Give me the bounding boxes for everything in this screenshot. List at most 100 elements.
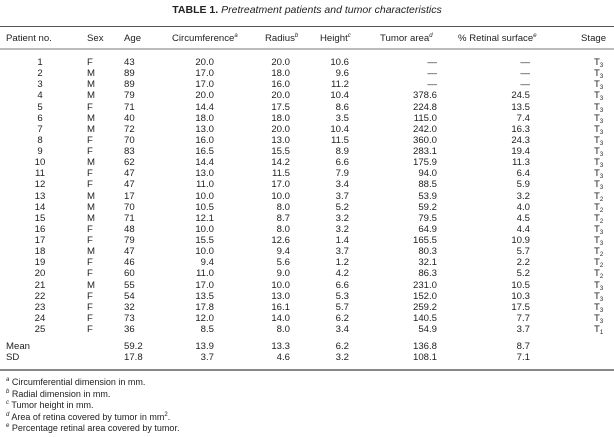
- stage-letter: T: [594, 279, 600, 291]
- footnote-marker: c: [347, 33, 351, 39]
- table-row-radius: 10.0: [271, 190, 290, 202]
- table-row-age: 48: [124, 223, 135, 235]
- table-row-sex: F: [87, 301, 93, 313]
- table-row-circumference: 10.0: [195, 190, 214, 202]
- table-row-radius: 18.0: [271, 112, 290, 124]
- table-row-sex: M: [87, 68, 95, 80]
- table-row-retinal-surface: 13.5: [511, 101, 530, 113]
- footnote-marker: a: [234, 33, 238, 39]
- table-row-patient-no: 24: [34, 312, 46, 324]
- footnote-marker: c: [6, 400, 9, 406]
- table-row-radius: 11.5: [272, 168, 290, 180]
- table-row-tumor-area: 140.5: [412, 312, 437, 324]
- table-row-patient-no: 11: [35, 168, 45, 180]
- table-row-circumference: 11.0: [196, 179, 214, 191]
- table-row-stage: T3: [594, 224, 603, 236]
- footnote-text: Circumferential dimension in mm.: [9, 377, 146, 387]
- table-row-age: 89: [124, 79, 135, 91]
- stage-letter: T: [594, 112, 600, 124]
- table-row-retinal-surface: 19.4: [511, 146, 530, 158]
- table-row-sex: F: [87, 101, 93, 113]
- table-row-stage: T3: [594, 291, 603, 303]
- table-row-tumor-area: —: [427, 68, 437, 80]
- table-row-circumference: 17.0: [195, 68, 214, 80]
- footnote-marker: b: [6, 388, 10, 395]
- footnote: d Area of retina covered by tumor in mm2…: [6, 412, 170, 423]
- footnote: b Radial dimension in mm.: [6, 389, 110, 400]
- header-label: Stage: [581, 33, 607, 44]
- table-row-stage: T2: [594, 246, 603, 258]
- table-row-sex: F: [87, 235, 93, 247]
- table-row-circumference: 14.4: [195, 157, 214, 169]
- table-row-age: 40: [124, 112, 135, 124]
- table-row-circumference: 12.1: [195, 212, 214, 224]
- summary-row-radius: 13.3: [271, 341, 290, 352]
- stage-letter: T: [594, 201, 600, 213]
- table-row-height: 3.4: [335, 324, 349, 336]
- summary-row-retinal-surface: 7.1: [516, 352, 530, 364]
- stage-number: 3: [599, 107, 604, 114]
- stage-number: 3: [599, 241, 604, 248]
- table-row-circumference: 13.0: [195, 168, 214, 180]
- table-row-age: 32: [124, 301, 135, 313]
- table-row-patient-no: 12: [34, 179, 46, 191]
- table-row-radius: 18.0: [271, 68, 290, 80]
- top-rule: [0, 26, 614, 27]
- table-row-tumor-area: 224.8: [412, 101, 437, 113]
- table-row-height: 3.7: [335, 246, 349, 258]
- table-row-stage: T3: [594, 79, 603, 91]
- table-row-retinal-surface: 5.9: [516, 179, 530, 191]
- stage-number: 3: [599, 163, 604, 170]
- summary-row-age: 17.8: [124, 352, 143, 364]
- header-label: Circumference: [172, 33, 235, 44]
- stage-letter: T: [594, 79, 600, 91]
- summary-row-tumor-area: 108.1: [412, 352, 437, 364]
- footnote-text: Tumor height in mm.: [9, 400, 94, 410]
- table-row-tumor-area: 283.1: [412, 146, 437, 158]
- table-row-radius: 8.0: [276, 223, 290, 235]
- summary-row-radius: 4.6: [276, 352, 290, 364]
- stage-number: 3: [599, 307, 604, 314]
- table-row-radius: 9.4: [276, 246, 290, 258]
- table-row-stage: T3: [594, 102, 603, 114]
- table-row-tumor-area: 80.3: [418, 246, 437, 258]
- column-header-radius: Radiusb: [265, 33, 298, 44]
- stage-number: 2: [599, 207, 604, 214]
- table-row-stage: T2: [594, 268, 603, 280]
- table-row-age: 47: [124, 179, 135, 191]
- table-row-age: 83: [124, 146, 135, 158]
- table-row-age: 43: [124, 57, 135, 68]
- table-row-circumference: 8.5: [200, 324, 214, 336]
- stage-number: 3: [599, 140, 604, 147]
- table-row-radius: 5.6: [276, 257, 290, 269]
- table-row-patient-no: 25: [34, 324, 46, 336]
- table-row-stage: T2: [594, 191, 603, 203]
- stage-letter: T: [594, 157, 600, 169]
- table-label: TABLE 1.: [172, 4, 219, 16]
- summary-row-retinal-surface: 8.7: [516, 341, 530, 352]
- table-row-retinal-surface: 10.3: [511, 290, 530, 302]
- table-row-tumor-area: 360.0: [412, 134, 437, 146]
- column-header-circumference: Circumferencea: [172, 33, 238, 44]
- table-row-radius: 14.2: [271, 157, 290, 169]
- table-row-stage: T3: [594, 68, 603, 80]
- table-row-height: 3.5: [335, 112, 349, 124]
- table-row-patient-no: 3: [37, 79, 43, 91]
- stage-number: 3: [599, 74, 604, 81]
- header-label: Patient no.: [6, 33, 52, 44]
- table-row-sex: F: [87, 146, 93, 158]
- table-row-circumference: 16.0: [195, 134, 214, 146]
- table-row-circumference: 20.0: [195, 57, 214, 68]
- table-row-age: 47: [124, 246, 135, 258]
- footnote-text: Percentage retinal area covered by tumor…: [9, 423, 180, 433]
- table-row-sex: M: [87, 79, 95, 91]
- table-row-sex: M: [87, 246, 95, 258]
- table-row-age: 60: [124, 268, 135, 280]
- header-label: Age: [124, 33, 142, 44]
- table-row-sex: F: [87, 324, 93, 336]
- bottom-rule: [0, 369, 614, 371]
- table-row-circumference: 16.5: [195, 146, 214, 158]
- table-row-stage: T3: [594, 57, 603, 69]
- table-row-radius: 20.0: [271, 90, 290, 102]
- summary-row-circumference: 13.9: [195, 341, 214, 352]
